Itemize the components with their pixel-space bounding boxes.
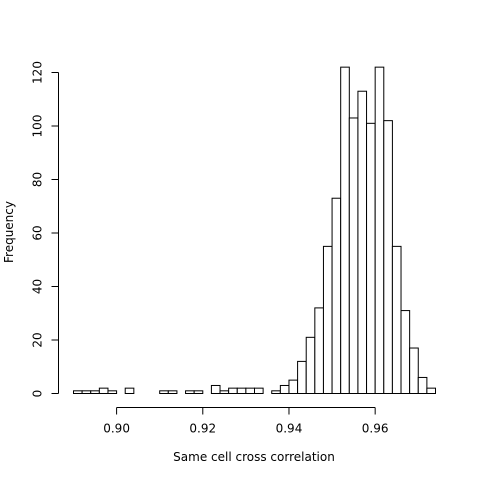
histogram-bar <box>167 390 178 395</box>
y-tick-label: 60 <box>31 225 45 240</box>
histogram-bar <box>322 245 333 394</box>
histogram-bar <box>193 390 204 395</box>
histogram-bar <box>210 384 221 395</box>
histogram-bar <box>219 390 230 395</box>
histogram-bar <box>81 390 92 395</box>
histogram-bar <box>288 379 299 394</box>
histogram-bar <box>305 336 316 395</box>
histogram-bar <box>90 390 100 395</box>
x-tick-label: 0.90 <box>103 422 130 436</box>
histogram-bar <box>357 90 368 394</box>
x-tick-label: 0.92 <box>189 422 216 436</box>
histogram-bars <box>73 66 436 395</box>
histogram-bar <box>297 360 307 394</box>
y-tick-label: 120 <box>31 61 45 84</box>
y-axis: 0 20 40 60 80 100 120 <box>31 61 59 397</box>
y-tick-label: 40 <box>31 279 45 294</box>
histogram-bar <box>159 390 169 395</box>
histogram-bar <box>348 117 359 394</box>
histogram-bar <box>409 347 419 394</box>
histogram-bar <box>271 390 281 395</box>
y-tick-label: 20 <box>31 332 45 347</box>
histogram-bar <box>366 122 376 394</box>
y-tick-label: 0 <box>31 390 45 398</box>
histogram-bar <box>254 387 264 394</box>
histogram-bar <box>236 387 247 394</box>
histogram-bar <box>107 390 118 395</box>
x-tick-label: 0.96 <box>362 422 389 436</box>
x-axis: 0.90 0.92 0.94 0.96 <box>103 407 389 436</box>
histogram-bar <box>124 387 135 394</box>
histogram-bar <box>314 307 324 394</box>
histogram-bar <box>245 387 255 394</box>
histogram-bar <box>73 390 83 395</box>
y-tick-label: 100 <box>31 115 45 138</box>
histogram-bar <box>383 120 393 395</box>
histogram-bar <box>185 390 195 395</box>
histogram-bar <box>400 310 411 395</box>
y-tick-label: 80 <box>31 172 45 187</box>
x-axis-label: Same cell cross correlation <box>173 450 335 464</box>
histogram-bar <box>417 376 428 395</box>
histogram-bar <box>279 384 290 395</box>
y-axis-label: Frequency <box>2 201 16 263</box>
histogram-bar <box>391 245 402 394</box>
histogram-bar <box>331 197 342 394</box>
histogram-bar <box>374 66 385 395</box>
histogram-bar <box>340 66 350 395</box>
x-tick-label: 0.94 <box>276 422 303 436</box>
histogram-bar <box>98 387 109 394</box>
histogram-bar <box>426 387 436 394</box>
histogram-bar <box>228 387 238 394</box>
